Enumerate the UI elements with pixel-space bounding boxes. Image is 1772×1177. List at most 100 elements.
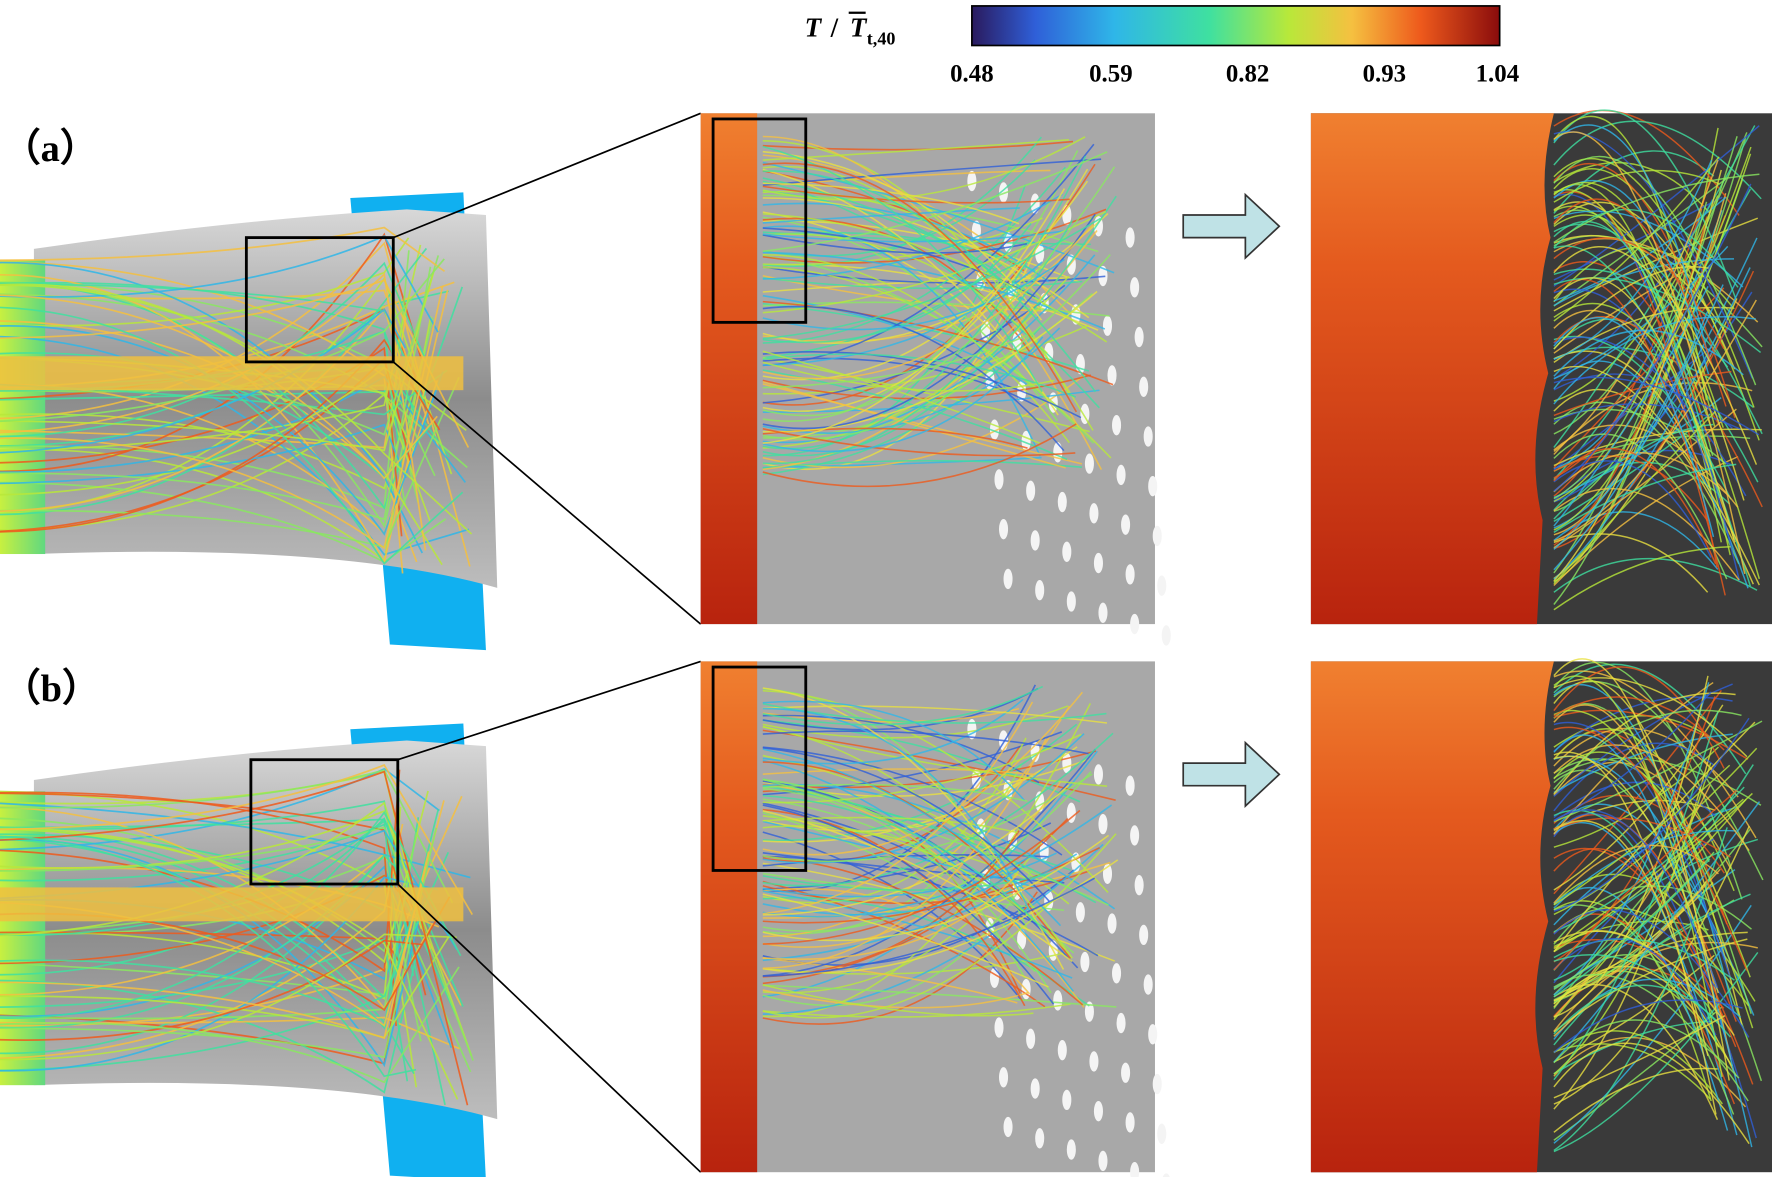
streamline: [0, 832, 418, 1020]
streamline: [762, 737, 1027, 904]
streamline: [0, 335, 470, 556]
streamline: [762, 873, 1019, 961]
hole: [1084, 453, 1094, 474]
streamline: [762, 324, 1089, 395]
streamline: [762, 275, 1070, 449]
zoom-box: [244, 236, 395, 364]
streamline: [1553, 277, 1762, 354]
streamline: [762, 332, 1033, 389]
streamline: [1553, 904, 1752, 1144]
streamline: [1553, 124, 1711, 361]
hole: [1093, 552, 1103, 574]
streamline: [1553, 201, 1708, 500]
hole: [1134, 326, 1144, 348]
streamline: [1553, 675, 1709, 1018]
streamline: [762, 893, 1049, 988]
streamline: [1553, 984, 1719, 1035]
streamline: [762, 700, 1026, 802]
hole: [1053, 990, 1063, 1011]
streamline: [0, 279, 470, 448]
hole: [1125, 564, 1135, 585]
streamline: [762, 784, 1070, 916]
colorbar-tick-label: 0.48: [950, 61, 994, 88]
streamline: [762, 155, 1087, 450]
hole: [999, 518, 1009, 540]
colorbar-symbol-mean: T: [850, 12, 868, 42]
streamline: [762, 380, 1066, 469]
streamline: [0, 273, 449, 565]
streamline: [1553, 1042, 1750, 1145]
streamline: [1553, 858, 1711, 998]
streamline: [0, 261, 404, 574]
streamline: [1553, 403, 1742, 430]
streamline: [762, 687, 1039, 731]
streamline: [762, 984, 1117, 1008]
streamline: [0, 308, 406, 454]
streamline: [0, 827, 438, 1059]
streamline: [1553, 711, 1719, 1081]
streamline: [762, 459, 1082, 469]
hole: [1161, 625, 1171, 646]
hole: [1152, 1073, 1162, 1095]
zoom-line: [392, 361, 702, 625]
streamline: [1553, 764, 1754, 981]
streamline: [0, 283, 429, 411]
hole: [1116, 1012, 1126, 1034]
hole: [994, 1017, 1004, 1038]
streamline: [762, 327, 1061, 434]
hole: [1157, 1123, 1167, 1144]
streamline: [0, 809, 440, 1027]
streamline: [1553, 829, 1737, 909]
streamline: [1553, 153, 1752, 531]
streamline: [762, 816, 1018, 834]
streamline: [1553, 261, 1711, 442]
streamline: [1553, 747, 1713, 1110]
streamline: [0, 244, 422, 453]
streamline: [762, 150, 1079, 422]
streamline: [1553, 162, 1711, 214]
streamline: [0, 939, 423, 1041]
streamline: [1553, 463, 1737, 533]
streamline: [762, 182, 1020, 225]
hole: [1089, 503, 1099, 524]
streamline: [1553, 345, 1713, 471]
hole: [1152, 525, 1162, 547]
hole: [1084, 1001, 1094, 1022]
streamline: [1553, 930, 1735, 1036]
hole: [1035, 1128, 1045, 1149]
streamline: [1553, 267, 1751, 580]
streamline: [1553, 1030, 1723, 1105]
right-hot: [1310, 113, 1554, 625]
streamline: [1553, 452, 1730, 497]
streamline: [762, 166, 1116, 417]
streamline: [1553, 266, 1710, 350]
streamline: [1553, 557, 1758, 593]
streamline: [1553, 726, 1748, 971]
jet: [0, 887, 464, 922]
streamline: [0, 266, 432, 521]
hole: [1035, 243, 1045, 264]
colorbar-divider: /: [830, 12, 839, 42]
streamline: [762, 748, 1096, 977]
streamline: [1553, 238, 1759, 323]
streamline: [762, 833, 1117, 1019]
streamline: [1553, 299, 1757, 542]
streamline: [762, 258, 1065, 331]
streamline: [762, 957, 1018, 1004]
streamline: [1553, 131, 1746, 575]
streamline: [0, 790, 429, 964]
hole: [1107, 913, 1117, 934]
streamline: [0, 258, 445, 423]
streamline: [1553, 311, 1709, 550]
streamline: [1553, 1019, 1740, 1079]
streamline: [0, 226, 446, 273]
streamline: [0, 356, 425, 490]
hole: [994, 469, 1004, 490]
streamline: [1553, 952, 1759, 1153]
streamline: [1553, 658, 1730, 1081]
streamline: [1553, 210, 1744, 288]
streamline: [1553, 786, 1745, 933]
streamline: [1553, 193, 1741, 582]
streamline: [0, 826, 474, 1061]
streamline: [762, 984, 1034, 1017]
